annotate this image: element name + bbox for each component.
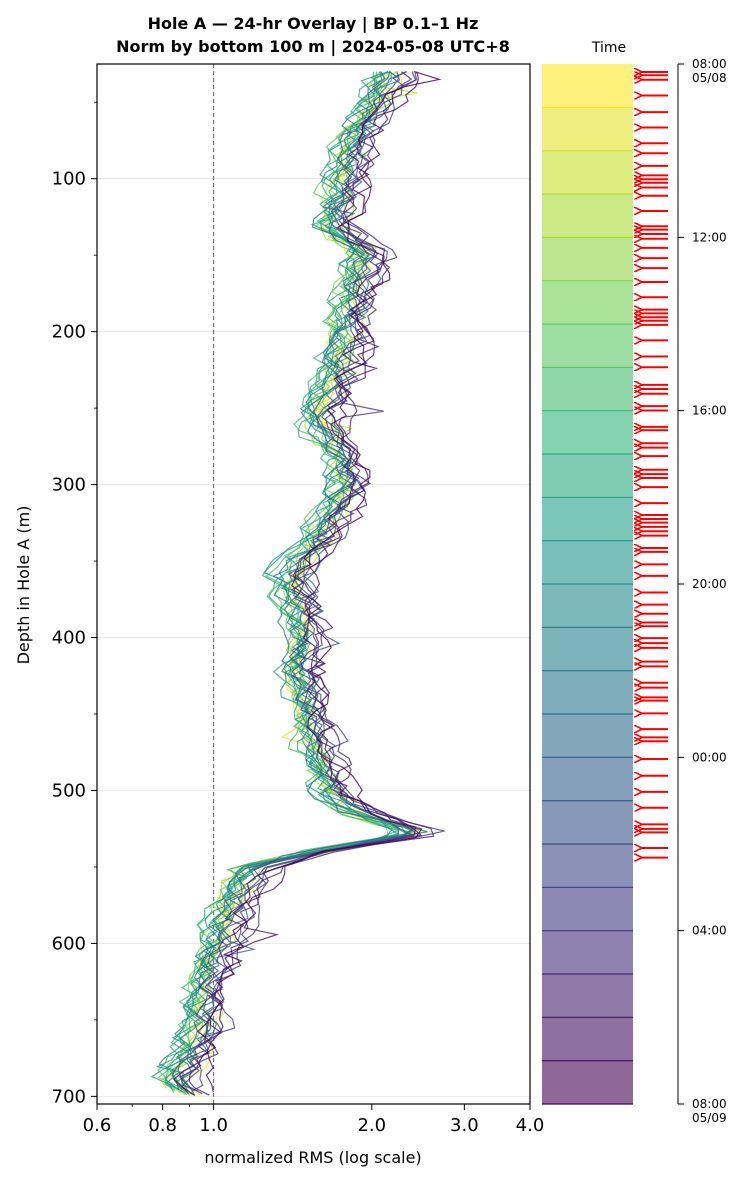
series-line [150, 71, 409, 1093]
time-tick-label: 05/09 [692, 1111, 727, 1125]
colorbar-band [542, 150, 633, 195]
series-line [166, 71, 416, 1091]
colorbar-band [542, 1060, 633, 1105]
x-tick-label: 2.0 [357, 1115, 386, 1136]
time-tick-label: 16:00 [692, 404, 727, 418]
time-tick-label: 04:00 [692, 924, 727, 938]
colorbar-band [542, 800, 633, 845]
colorbar-band [542, 1017, 633, 1062]
series-line [164, 71, 412, 1091]
time-tick-label: 08:00 [692, 1097, 727, 1111]
time-axis: 08:0005/0812:0016:0020:0000:0004:0008:00… [677, 57, 727, 1125]
colorbar-band [542, 670, 633, 715]
y-tick-label: 700 [52, 1086, 86, 1107]
colorbar-band [542, 324, 633, 368]
chart-title-line1: Hole A — 24-hr Overlay | BP 0.1–1 Hz [148, 14, 479, 34]
colorbar-band [542, 584, 633, 628]
series-line [181, 71, 407, 1095]
x-tick-label: 3.0 [450, 1115, 479, 1136]
series-line [163, 71, 422, 1096]
colorbar-band [542, 887, 633, 932]
time-tick-label: 00:00 [692, 750, 727, 764]
colorbar-band [542, 237, 633, 282]
x-axis: 0.6 0.8 1.0 2.0 3.0 4.0 [83, 1104, 545, 1136]
series-line [171, 71, 414, 1091]
colorbar-band [542, 194, 633, 238]
colorbar-band [542, 107, 633, 152]
y-tick-label: 400 [52, 628, 86, 649]
colorbar-band [542, 367, 633, 412]
colorbar-band [542, 280, 633, 325]
x-tick-label: 4.0 [516, 1115, 545, 1136]
series-line [157, 71, 399, 1094]
event-markers [641, 72, 668, 858]
series-line [173, 71, 442, 1096]
x-axis-label: normalized RMS (log scale) [204, 1148, 421, 1167]
series-line [180, 71, 445, 1095]
time-colorbar [542, 64, 633, 1105]
y-tick-label: 300 [52, 475, 86, 496]
time-tick-label: 08:00 [692, 57, 727, 71]
time-tick-label: 12:00 [692, 230, 727, 244]
plot-frame [96, 63, 531, 1105]
y-tick-label: 500 [52, 780, 86, 801]
x-tick-label: 0.8 [148, 1115, 177, 1136]
colorbar-band [542, 757, 633, 802]
series-line [188, 71, 435, 1096]
y-axis: 100 200 300 400 500 600 700 [52, 101, 97, 1107]
colorbar-label: Time [591, 40, 626, 56]
trace-group [150, 71, 445, 1097]
time-tick-label: 20:00 [692, 577, 727, 591]
series-line [158, 71, 400, 1096]
colorbar-band [542, 540, 633, 585]
colorbar-band [542, 974, 633, 1018]
x-tick-label: 1.0 [199, 1115, 228, 1136]
colorbar-band [542, 64, 633, 108]
colorbar-band [542, 844, 633, 888]
colorbar-band [542, 410, 633, 455]
y-tick-label: 100 [52, 169, 86, 190]
colorbar-band [542, 497, 633, 542]
series-line [179, 71, 417, 1095]
colorbar-band [542, 714, 633, 758]
series-line [157, 71, 408, 1094]
y-axis-label: Depth in Hole A (m) [14, 506, 33, 665]
time-tick-label: 05/08 [692, 71, 727, 85]
series-line [189, 71, 419, 1092]
series-line [177, 71, 415, 1092]
y-tick-label: 600 [52, 933, 86, 954]
colorbar-band [542, 454, 633, 498]
colorbar-band [542, 627, 633, 672]
colorbar-band [542, 930, 633, 975]
x-tick-label: 0.6 [83, 1115, 112, 1136]
plot-area [97, 64, 530, 1104]
y-tick-label: 200 [52, 322, 86, 343]
chart-title-line2: Norm by bottom 100 m | 2024-05-08 UTC+8 [116, 37, 510, 57]
series-line [175, 71, 428, 1091]
